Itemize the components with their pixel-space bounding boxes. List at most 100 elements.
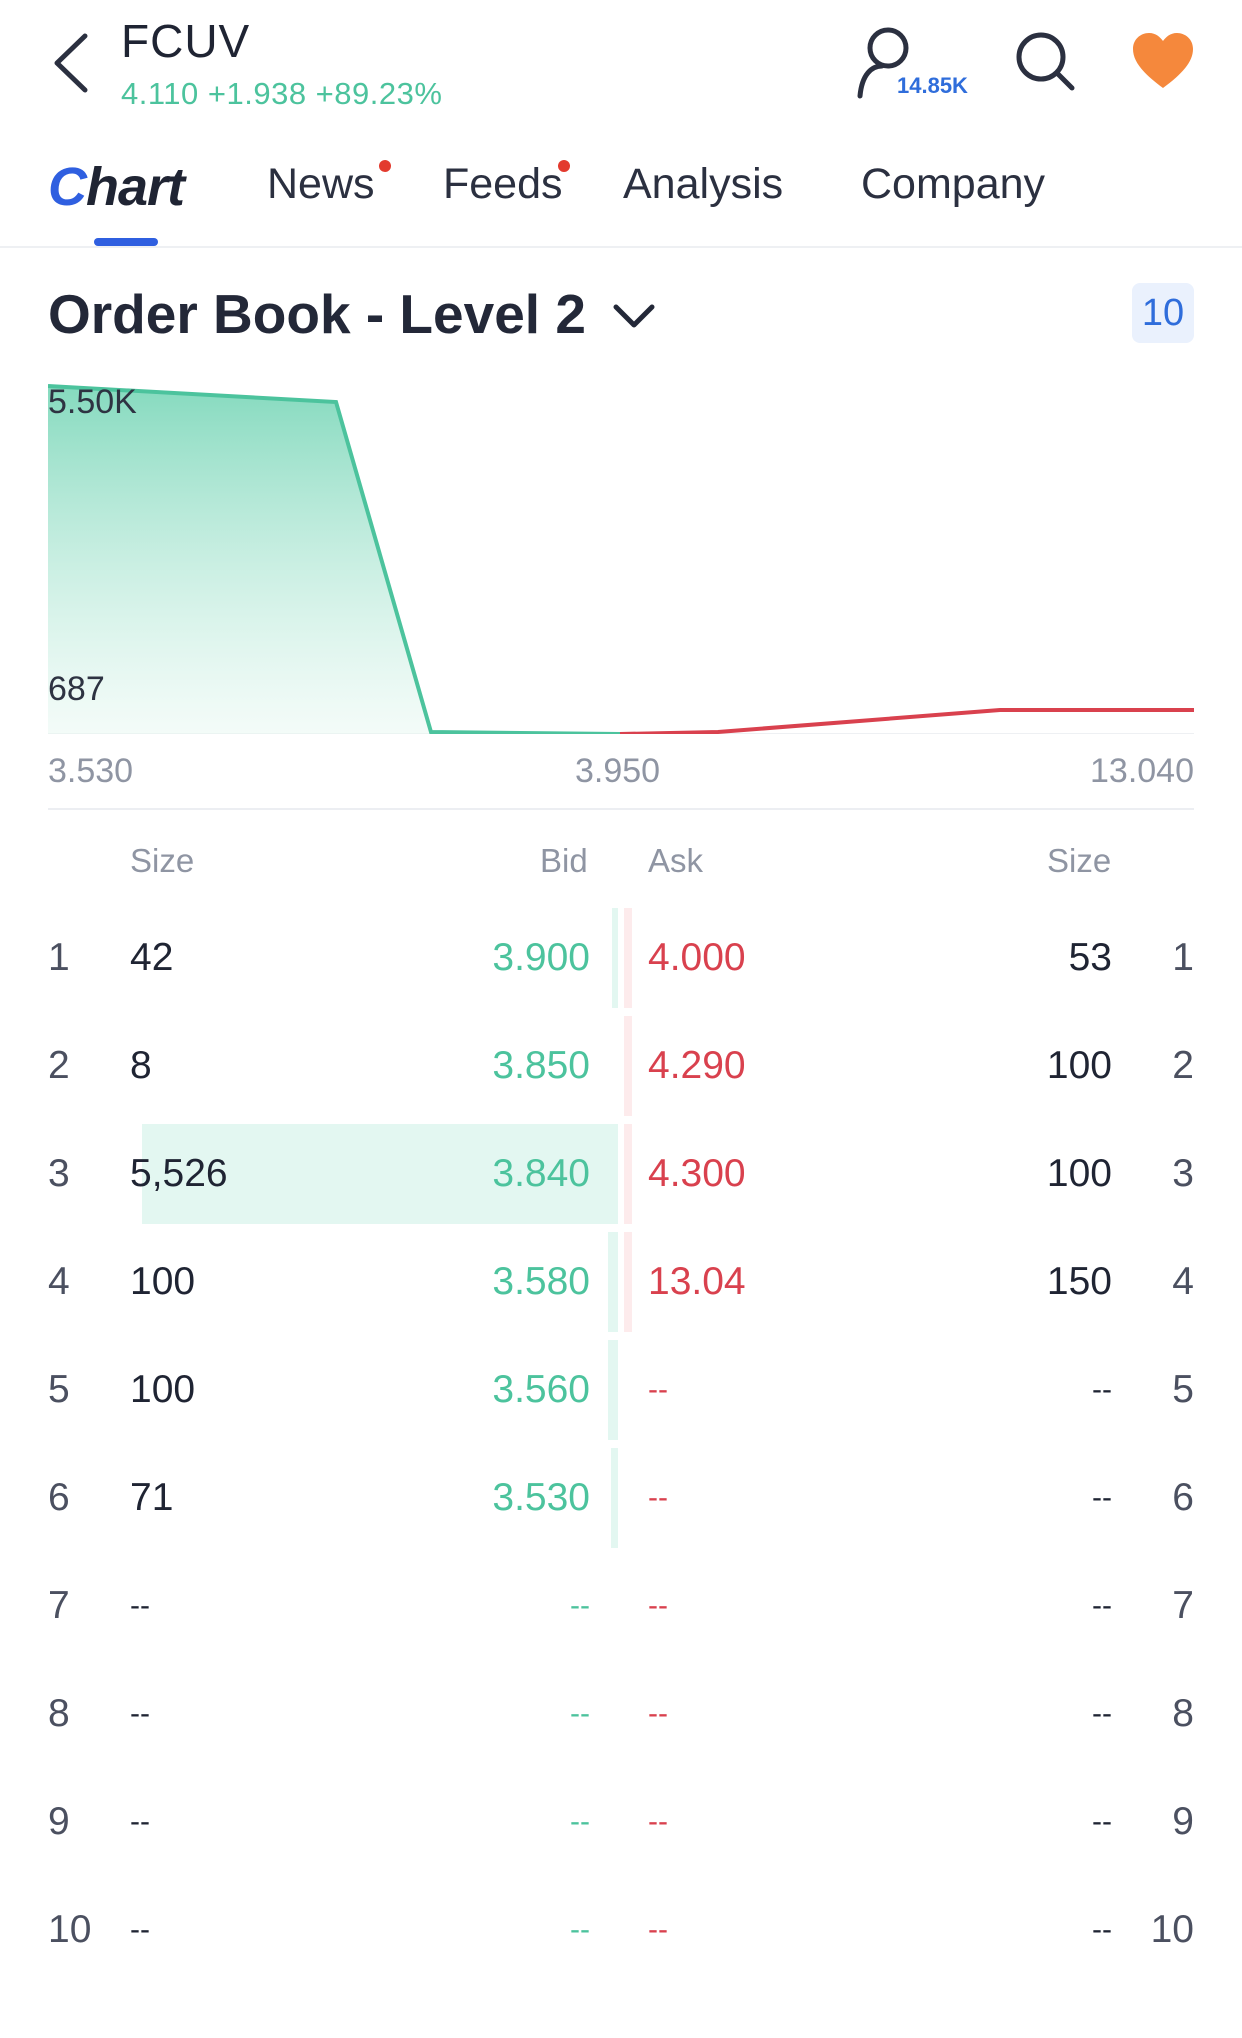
- table-row[interactable]: 8 -- -- -- -- 8: [0, 1664, 1242, 1772]
- header: FCUV 4.110 +1.938 +89.23% 14.85K: [0, 0, 1242, 130]
- ask-price: 4.300: [648, 1152, 746, 1195]
- bid-price: 3.530: [492, 1476, 590, 1519]
- tab-analysis-label: Analysis: [623, 160, 784, 208]
- tab-feeds-label: Feeds: [443, 160, 563, 208]
- tab-news-label: News: [267, 160, 375, 208]
- bid-price: 3.580: [492, 1260, 590, 1303]
- tab-news[interactable]: News: [267, 160, 375, 209]
- bid-size: 100: [130, 1260, 196, 1303]
- bid-size: 71: [130, 1476, 174, 1519]
- ask-size: --: [1092, 1697, 1112, 1730]
- bid-level-index: 10: [48, 1908, 92, 1951]
- search-button[interactable]: [1012, 28, 1078, 94]
- ask-volume-bar: [624, 1124, 632, 1224]
- ask-size: --: [1092, 1589, 1112, 1622]
- chevron-left-icon: [54, 33, 88, 93]
- ask-level-index: 8: [1172, 1692, 1194, 1735]
- follow-button[interactable]: 14.85K: [850, 26, 972, 106]
- ask-size: --: [1092, 1805, 1112, 1838]
- ask-level-index: 9: [1172, 1800, 1194, 1843]
- bid-depth-area: [48, 386, 620, 734]
- table-row[interactable]: 9 -- -- -- -- 9: [0, 1772, 1242, 1880]
- bid-size: 42: [130, 936, 174, 979]
- table-row[interactable]: 7 -- -- -- -- 7: [0, 1556, 1242, 1664]
- ask-level-index: 2: [1172, 1044, 1194, 1087]
- bid-level-index: 8: [48, 1692, 70, 1735]
- table-row[interactable]: 10 -- -- -- -- 10: [0, 1880, 1242, 1988]
- tab-company[interactable]: Company: [861, 160, 1045, 209]
- tab-chart-label-first: C: [48, 157, 87, 217]
- bid-level-index: 9: [48, 1800, 70, 1843]
- feeds-notification-dot: [558, 160, 570, 172]
- bid-size: 8: [130, 1044, 152, 1087]
- bid-level-index: 6: [48, 1476, 70, 1519]
- table-row[interactable]: 6 71 3.530 -- -- 6: [0, 1448, 1242, 1556]
- table-row[interactable]: 2 8 3.850 4.290 100 2: [0, 1016, 1242, 1124]
- bid-depth-line: [48, 384, 621, 734]
- back-button[interactable]: [46, 30, 96, 96]
- ask-price: --: [648, 1373, 668, 1406]
- ask-size: 100: [1046, 1152, 1112, 1195]
- bid-size: 100: [130, 1368, 196, 1411]
- ask-size: --: [1092, 1373, 1112, 1406]
- ask-level-index: 6: [1172, 1476, 1194, 1519]
- active-tab-indicator: [94, 238, 158, 246]
- tab-analysis[interactable]: Analysis: [623, 160, 783, 209]
- bid-size: --: [130, 1805, 150, 1838]
- favorite-button[interactable]: [1130, 30, 1196, 92]
- bid-level-index: 5: [48, 1368, 70, 1411]
- ask-volume-bar: [624, 1016, 632, 1116]
- table-row[interactable]: 3 5,526 3.840 4.300 100 3: [0, 1124, 1242, 1232]
- ask-level-index: 7: [1172, 1584, 1194, 1627]
- tab-bar: Chart News Feeds Analysis Company: [0, 148, 1242, 248]
- ask-price: --: [648, 1805, 668, 1838]
- ask-volume-bar: [624, 908, 632, 1008]
- tab-company-label: Company: [861, 160, 1046, 208]
- bid-level-index: 1: [48, 936, 70, 979]
- bid-header: Bid: [540, 842, 588, 879]
- ask-price: 4.000: [648, 936, 746, 979]
- bid-price: 3.900: [492, 936, 590, 979]
- tab-feeds[interactable]: Feeds: [443, 160, 563, 209]
- tab-chart-label-rest: hart: [86, 157, 185, 217]
- bid-volume-bar: [142, 1124, 618, 1224]
- tab-chart[interactable]: Chart: [48, 156, 185, 218]
- ticker-symbol: FCUV: [121, 15, 251, 67]
- ask-size-header: Size: [1047, 842, 1112, 879]
- table-row[interactable]: 1 42 3.900 4.000 53 1: [0, 908, 1242, 1016]
- ask-level-index: 1: [1172, 936, 1194, 979]
- depth-x-left-label: 3.530: [48, 752, 134, 790]
- bid-price: 3.850: [492, 1044, 590, 1087]
- ask-header: Ask: [648, 842, 704, 879]
- user-icon: [857, 27, 909, 99]
- bid-price: --: [570, 1697, 590, 1730]
- order-book-selector[interactable]: Order Book - Level 2: [48, 282, 656, 346]
- heart-icon: [1133, 33, 1193, 88]
- bid-level-index: 2: [48, 1044, 70, 1087]
- bid-volume-bar: [612, 908, 618, 1008]
- ask-price: --: [648, 1913, 668, 1946]
- divider: [48, 808, 1194, 810]
- bid-price: --: [570, 1589, 590, 1622]
- bid-size: 5,526: [130, 1152, 228, 1195]
- bid-volume-bar: [608, 1340, 618, 1440]
- ask-price: --: [648, 1481, 668, 1514]
- depth-chart: [48, 384, 1194, 734]
- bid-volume-bar: [610, 1448, 618, 1548]
- table-row[interactable]: 5 100 3.560 -- -- 5: [0, 1340, 1242, 1448]
- table-row[interactable]: 4 100 3.580 13.04 150 4: [0, 1232, 1242, 1340]
- bid-price: --: [570, 1913, 590, 1946]
- depth-level-button[interactable]: 10: [1132, 283, 1194, 343]
- depth-y-max-label: 5.50K: [48, 383, 137, 421]
- ask-size: 150: [1046, 1260, 1112, 1303]
- bid-level-index: 7: [48, 1584, 70, 1627]
- search-icon: [1016, 32, 1075, 91]
- order-book-title: Order Book - Level 2: [48, 283, 586, 345]
- depth-x-mid-label: 3.950: [575, 752, 661, 790]
- bid-size: --: [130, 1913, 150, 1946]
- ask-size: --: [1092, 1481, 1112, 1514]
- bid-size-header: Size: [130, 842, 195, 879]
- depth-x-right-label: 13.040: [1090, 752, 1194, 790]
- bid-price: --: [570, 1805, 590, 1838]
- depth-y-min-label: 687: [48, 670, 105, 708]
